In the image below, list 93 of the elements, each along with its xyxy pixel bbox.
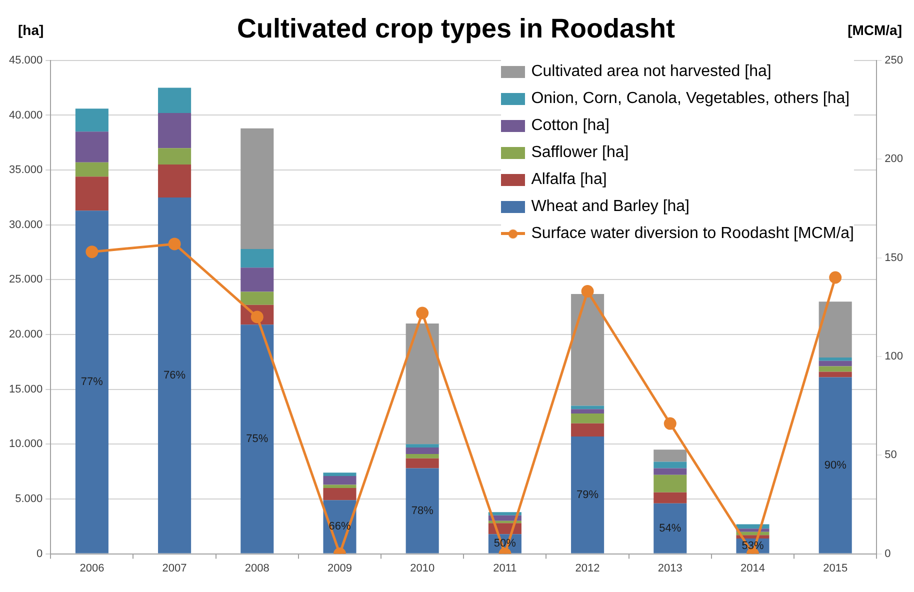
- x-tick-label: 2010: [410, 562, 435, 574]
- bar: [818, 302, 852, 358]
- bar: [571, 294, 604, 406]
- legend-label: Cotton [ha]: [531, 116, 610, 136]
- bar: [240, 128, 274, 249]
- bar: [240, 248, 274, 268]
- y-axis-title: [ha]: [18, 22, 44, 38]
- bar: [240, 268, 274, 292]
- bar: [654, 450, 687, 462]
- bar: [654, 468, 687, 475]
- x-tick-label: 2012: [575, 562, 600, 574]
- annotation: 75%: [246, 433, 268, 446]
- y-tick-label: 30.000: [8, 218, 43, 231]
- point: [86, 246, 98, 258]
- y-tick-label: 20.000: [8, 328, 43, 341]
- bar: [818, 360, 852, 366]
- bar: [571, 406, 604, 410]
- bar: [323, 472, 356, 476]
- bar: [654, 474, 687, 492]
- bar: [406, 458, 439, 468]
- legend-label: Onion, Corn, Canola, Vegetables, others [ha]: [531, 89, 850, 109]
- bar: [323, 476, 356, 485]
- annotation: 90%: [824, 459, 847, 472]
- y2-axis-title: [MCM/a]: [848, 22, 902, 38]
- bar: [75, 132, 108, 162]
- point: [581, 285, 594, 298]
- bar: [571, 423, 604, 436]
- y-tick-label: 15.000: [8, 383, 43, 396]
- bar: [158, 88, 192, 114]
- legend-label: Cultivated area not harvested [ha]: [531, 62, 772, 82]
- point: [829, 271, 842, 284]
- y-tick-label: 35.000: [8, 164, 43, 176]
- bar: [571, 436, 604, 554]
- y-tick-label: 10.000: [8, 438, 43, 450]
- bar: [654, 462, 687, 468]
- chart-title: Cultivated crop types in Roodasht: [236, 14, 676, 44]
- bar: [323, 488, 356, 500]
- bar: [158, 148, 192, 165]
- point: [664, 417, 676, 430]
- y-tick-label: 40.000: [8, 109, 43, 122]
- bar: [406, 444, 439, 448]
- x-tick-label: 2006: [80, 562, 104, 574]
- bar: [158, 164, 192, 198]
- annotation: 76%: [164, 369, 186, 382]
- bar: [406, 468, 439, 554]
- bar: [158, 113, 192, 148]
- bar: [571, 409, 604, 414]
- x-tick-label: 2015: [823, 562, 848, 574]
- bar: [75, 162, 108, 177]
- x-tick-label: 2008: [244, 562, 270, 574]
- bar: [240, 324, 274, 554]
- y2-tick-label: 150: [884, 252, 904, 264]
- bar: [736, 524, 770, 529]
- y2-tick-label: 0: [884, 548, 891, 560]
- bar: [406, 454, 439, 458]
- bar: [75, 176, 108, 211]
- bar: [654, 503, 687, 554]
- y-tick-label: 0: [36, 548, 43, 560]
- bar: [406, 324, 439, 444]
- annotation: 78%: [411, 504, 434, 517]
- x-tick-label: 2007: [162, 562, 187, 574]
- bar: [323, 484, 356, 488]
- legend-label: Safflower [ha]: [531, 143, 629, 163]
- y2-tick-label: 200: [884, 153, 904, 166]
- bar: [240, 292, 274, 305]
- legend-label: Surface water diversion to Roodasht [MCM/a]: [531, 224, 854, 244]
- annotation: 54%: [659, 522, 682, 534]
- x-tick-label: 2014: [740, 562, 765, 574]
- bar: [818, 366, 852, 372]
- bar: [818, 372, 852, 378]
- legend-label: Wheat and Barley [ha]: [531, 197, 690, 217]
- annotation: 79%: [576, 488, 599, 501]
- y-tick-label: 25.000: [8, 274, 43, 286]
- y2-tick-label: 50: [884, 449, 897, 462]
- y-tick-label: 45.000: [8, 54, 43, 66]
- point: [168, 238, 181, 250]
- y2-tick-label: 100: [884, 350, 904, 362]
- bar: [571, 413, 604, 424]
- legend-label: Alfalfa [ha]: [531, 170, 607, 190]
- x-tick-label: 2011: [493, 562, 517, 574]
- x-tick-label: 2009: [328, 562, 352, 574]
- annotation: 77%: [80, 376, 104, 388]
- bar: [75, 210, 108, 554]
- bar: [75, 108, 108, 132]
- y2-tick-label: 250: [884, 54, 904, 66]
- bar: [654, 492, 687, 504]
- bar: [818, 358, 852, 361]
- bar: [158, 197, 192, 554]
- bar: [818, 377, 852, 554]
- y-tick-label: 5.000: [15, 493, 43, 506]
- point: [416, 306, 429, 320]
- bar: [406, 447, 439, 454]
- x-tick-label: 2013: [658, 562, 682, 574]
